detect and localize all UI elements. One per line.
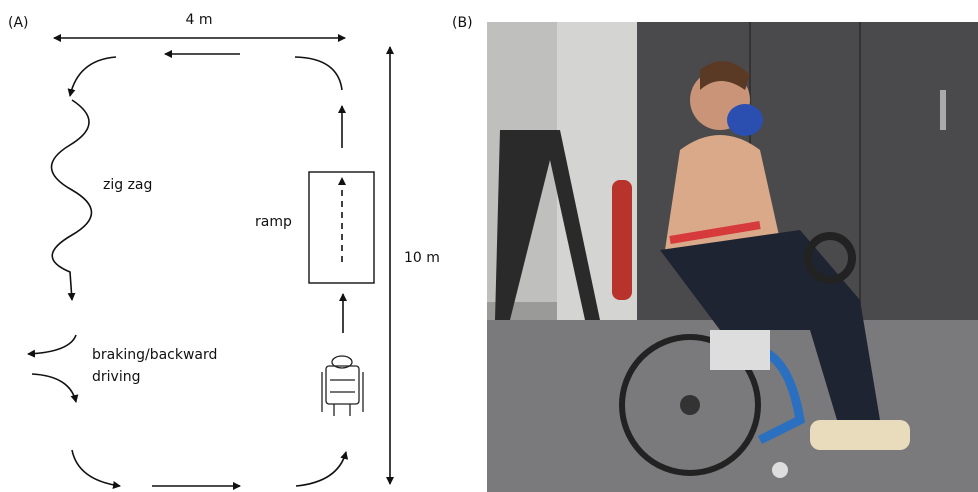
braking-label: driving [92, 369, 140, 385]
photo [487, 22, 978, 492]
zigzag-label: zig zag [103, 177, 152, 193]
path-arrow [295, 57, 342, 90]
panel-label: (A) [8, 15, 29, 31]
braking-arrow [28, 335, 76, 354]
page: (A) 4 m 10 m zig zag ramp braking/backwa… [0, 0, 978, 492]
wheelchair-icon [322, 356, 363, 416]
figure: (A) 4 m 10 m zig zag ramp braking/backwa… [0, 0, 978, 492]
path-arrow [296, 452, 346, 486]
backward-arrow [32, 374, 76, 402]
path-arrow [72, 450, 120, 486]
zigzag-path [51, 100, 91, 300]
panel-label: (B) [452, 15, 473, 31]
width-label: 4 m [186, 12, 213, 28]
ramp-label: ramp [255, 214, 292, 230]
length-label: 10 m [404, 250, 440, 266]
braking-label: braking/backward [92, 347, 217, 363]
panel-b: (B) [452, 15, 978, 492]
panel-a: (A) 4 m 10 m zig zag ramp braking/backwa… [8, 12, 440, 486]
path-arrow [70, 57, 116, 96]
